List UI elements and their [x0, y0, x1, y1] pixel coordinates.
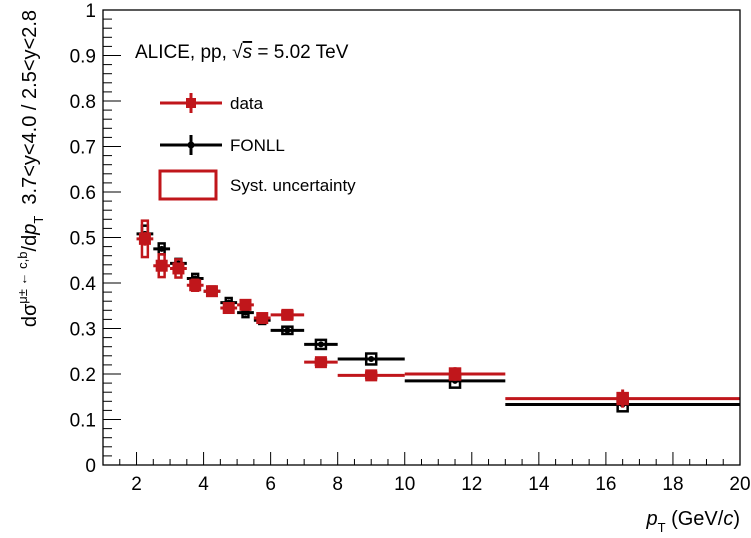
fonll-marker: [242, 309, 249, 316]
data-point: [304, 356, 338, 369]
data-marker: [155, 259, 168, 272]
fonll-marker: [284, 327, 291, 334]
data-marker: [281, 308, 294, 321]
data-point: [136, 219, 154, 259]
data-point: [337, 369, 405, 382]
data-point: [505, 389, 740, 408]
data-marker: [239, 298, 252, 311]
x-tick-label: 8: [332, 474, 343, 495]
data-marker: [205, 285, 218, 298]
y-tick-label: 0.3: [70, 320, 96, 341]
y-axis-label: dσμ± ← c,b/dpT 3.7<y<4.0 / 2.5<y<2.8: [15, 10, 46, 327]
data-point: [186, 278, 204, 292]
y-tick-label: 0.2: [70, 365, 96, 386]
y-tick-label: 0: [85, 456, 96, 477]
y-tick-label: 0.5: [70, 229, 96, 250]
legend-fonll-marker: [187, 141, 195, 149]
data-marker: [449, 368, 462, 380]
data-marker: [138, 232, 151, 245]
data-marker: [314, 356, 327, 369]
y-tick-label: 0.8: [70, 92, 96, 113]
data-point: [220, 302, 238, 315]
x-tick-label: 2: [131, 474, 142, 495]
legend-label-fonll: FONLL: [230, 136, 285, 155]
fonll-marker: [317, 341, 324, 348]
y-tick-label: 1: [85, 1, 96, 22]
x-tick-label: 18: [662, 474, 683, 495]
y-tick-label: 0.7: [70, 138, 96, 159]
y-tick-label: 0.4: [70, 274, 97, 295]
x-tick-label: 12: [461, 474, 482, 495]
data-marker: [222, 302, 235, 315]
data-marker: [189, 279, 202, 292]
legend-label-syst: Syst. uncertainty: [230, 176, 356, 195]
y-tick-label: 0.6: [70, 183, 96, 204]
y-tick-label: 0.1: [70, 411, 96, 432]
x-axis-label: pT (GeV/c): [645, 508, 740, 535]
fonll-point: [270, 325, 305, 336]
fonll-marker: [368, 355, 375, 362]
legend-entry-fonll: FONLL: [160, 135, 285, 155]
legend-entry-data: data: [160, 93, 264, 113]
legend-label-data: data: [230, 94, 264, 113]
fonll-point: [337, 352, 405, 366]
data-marker: [616, 392, 629, 405]
data-point: [270, 308, 305, 321]
x-tick-label: 14: [528, 474, 550, 495]
data-marker: [172, 262, 185, 275]
y-tick-label: 0.9: [70, 47, 96, 68]
legend-syst-box: [158, 169, 218, 201]
x-tick-label: 20: [729, 474, 750, 495]
legend-entry-syst: Syst. uncertainty: [158, 169, 356, 201]
data-point: [153, 253, 171, 279]
legend: data FONLL Syst. uncertainty: [158, 93, 356, 201]
fonll-marker: [158, 245, 165, 252]
legend-data-marker: [186, 98, 196, 108]
data-point: [170, 258, 187, 279]
data-point: [253, 312, 271, 325]
data-point: [237, 298, 254, 311]
data-point: [404, 367, 506, 381]
x-tick-label: 6: [265, 474, 276, 495]
data-marker: [365, 369, 378, 382]
x-tick-label: 16: [595, 474, 616, 495]
chart-annotation: ALICE, pp, √s = 5.02 TeV: [135, 42, 349, 63]
x-tick-label: 4: [198, 474, 209, 495]
data-marker: [256, 312, 269, 325]
data-point: [203, 285, 221, 298]
fonll-point: [304, 338, 338, 351]
x-tick-label: 10: [394, 474, 415, 495]
